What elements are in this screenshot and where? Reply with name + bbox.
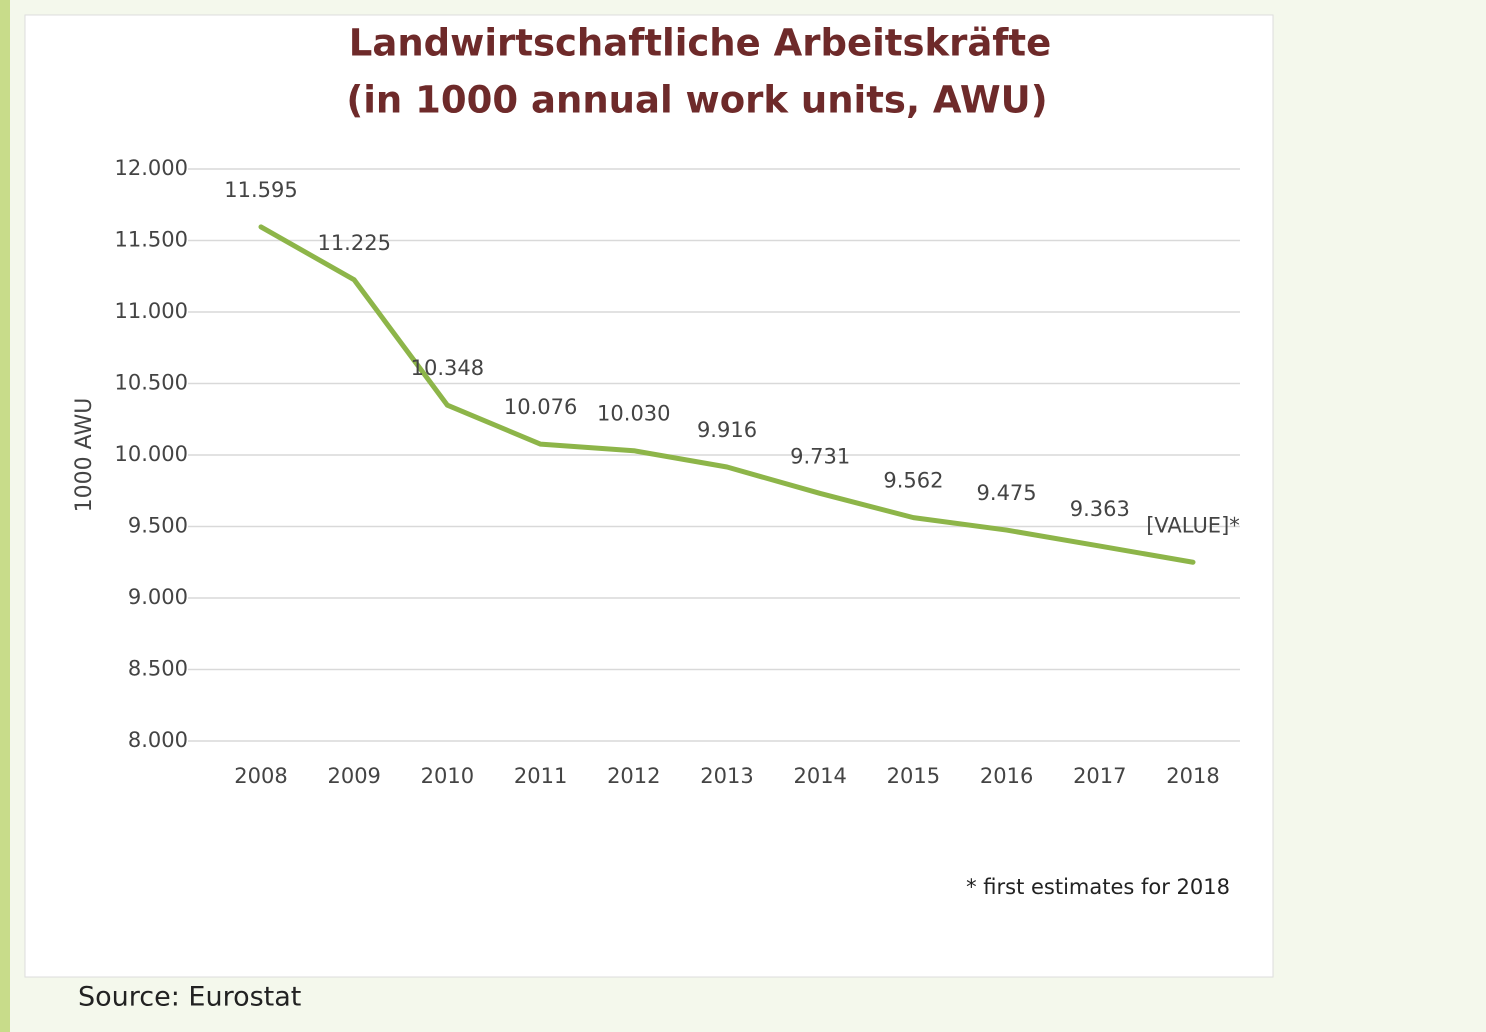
x-tick-label: 2017	[1073, 764, 1126, 788]
y-tick-label: 8.000	[128, 728, 188, 752]
y-tick-label: 9.000	[128, 585, 188, 609]
y-tick-label: 11.000	[115, 299, 188, 323]
data-label: 9.363	[1070, 497, 1130, 521]
data-label: 9.562	[883, 469, 943, 493]
y-axis-label: 1000 AWU	[72, 398, 97, 513]
y-tick-label: 10.500	[115, 371, 188, 395]
y-tick-label: 10.000	[115, 442, 188, 466]
data-line	[258, 224, 1196, 565]
x-tick-label: 2011	[514, 764, 567, 788]
data-label: [VALUE]*	[1146, 513, 1240, 537]
data-label: 10.030	[597, 402, 670, 426]
x-tick-label: 2015	[887, 764, 940, 788]
y-tick-label: 12.000	[115, 156, 188, 180]
x-tick-label: 2010	[421, 764, 474, 788]
footnote: * first estimates for 2018	[966, 875, 1230, 899]
y-tick-label: 9.500	[128, 514, 188, 538]
y-tick-label: 11.500	[115, 228, 188, 252]
data-label: 9.475	[977, 481, 1037, 505]
chart-title: Landwirtschaftliche Arbeitskräfte	[349, 22, 1051, 65]
x-tick-label: 2008	[234, 764, 287, 788]
data-label: 11.225	[317, 231, 390, 255]
x-tick-label: 2016	[980, 764, 1033, 788]
data-label: 9.916	[697, 418, 757, 442]
x-tick-label: 2009	[327, 764, 380, 788]
x-tick-label: 2012	[607, 764, 660, 788]
chart-subtitle: (in 1000 annual work units, AWU)	[346, 79, 1047, 122]
data-label: 10.076	[504, 395, 577, 419]
x-tick-label: 2014	[793, 764, 846, 788]
x-tick-label: 2013	[700, 764, 753, 788]
data-label: 9.731	[790, 444, 850, 468]
y-tick-label: 8.500	[128, 657, 188, 681]
x-tick-label: 2018	[1166, 764, 1219, 788]
chart-panel	[24, 14, 1274, 978]
source: Source: Eurostat	[78, 982, 301, 1013]
data-label: 10.348	[411, 356, 484, 380]
data-label: 11.595	[224, 178, 297, 202]
